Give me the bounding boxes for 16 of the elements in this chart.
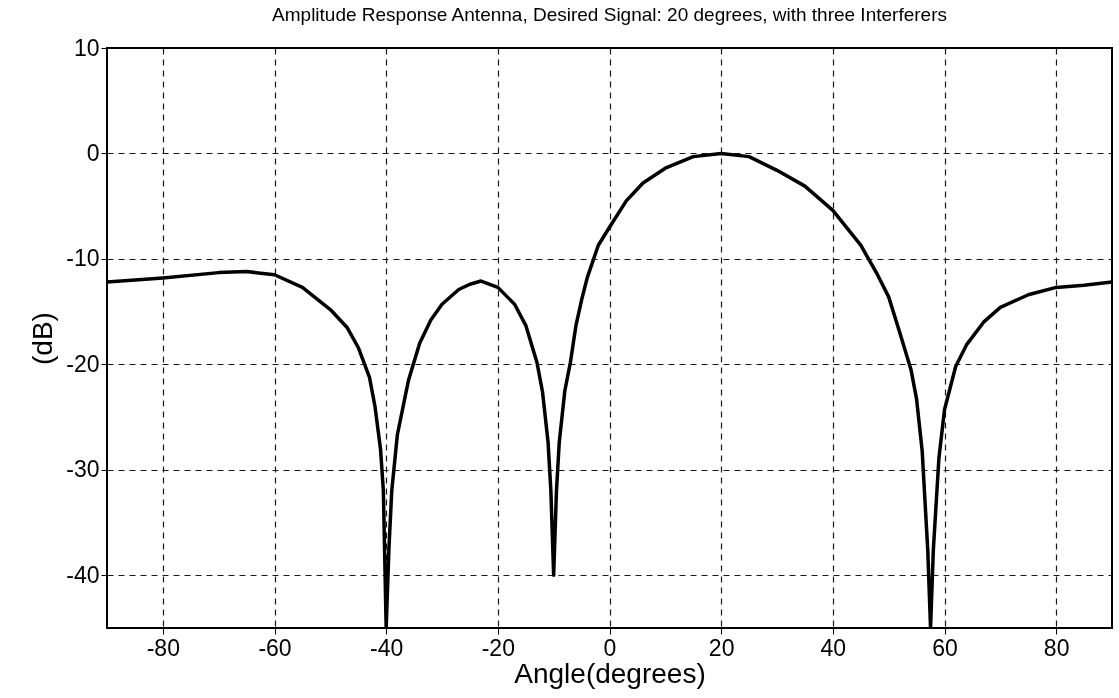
y-tick-label: -40 xyxy=(66,561,100,588)
y-axis-title: (dB) xyxy=(27,312,59,365)
y-tick-label: 0 xyxy=(86,139,100,166)
x-tick-label: 20 xyxy=(708,634,735,661)
y-tick-label: -20 xyxy=(66,350,100,377)
y-tick-label: -30 xyxy=(66,456,100,483)
x-tick-label: -60 xyxy=(258,634,292,661)
chart-title: Amplitude Response Antenna, Desired Signal: 20 degrees, with three Interferers xyxy=(272,4,947,25)
x-tick-label: -80 xyxy=(146,634,180,661)
x-tick-label: -40 xyxy=(370,634,404,661)
x-tick-label: 80 xyxy=(1043,634,1070,661)
y-tick-label: 10 xyxy=(73,34,100,61)
x-tick-label: -20 xyxy=(481,634,515,661)
y-tick-label: -10 xyxy=(66,245,100,272)
x-tick-label: 40 xyxy=(820,634,847,661)
x-tick-label: 60 xyxy=(932,634,958,661)
